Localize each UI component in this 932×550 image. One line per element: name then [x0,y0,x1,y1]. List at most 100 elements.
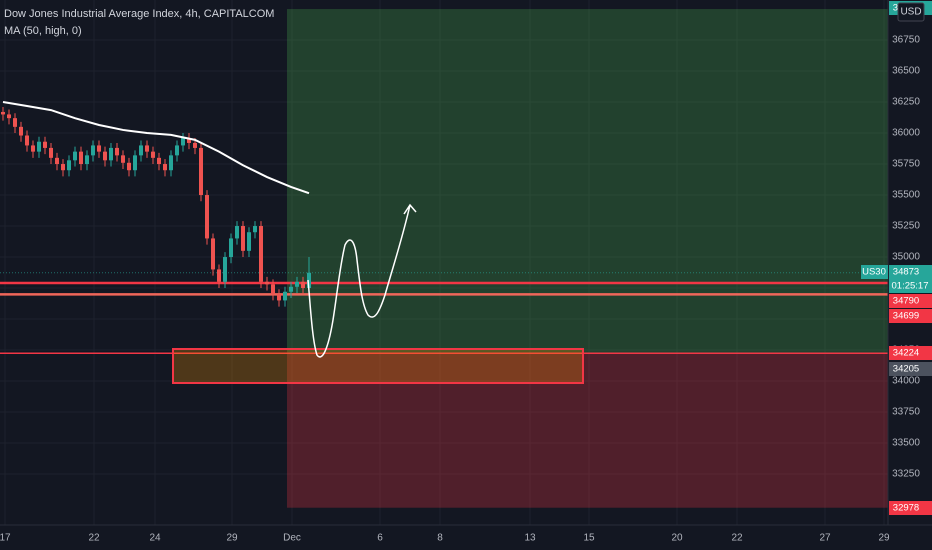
y-tick-label: 35000 [892,252,920,263]
candle-body [139,145,143,156]
x-tick-label: 6 [377,533,383,544]
x-tick-label: 27 [819,533,831,544]
y-tick-label: 33250 [892,469,920,480]
candle-body [211,238,215,270]
candle-body [13,118,17,127]
candle-body [235,226,239,239]
hand-drawing [307,203,417,358]
price-tag-label: 34790 [893,296,919,307]
candle-body [247,232,251,251]
candle-body [127,162,131,171]
candle-body [19,126,23,136]
y-tick-label: 36000 [892,128,920,139]
x-tick-label: 15 [583,533,595,544]
candle-body [25,135,29,146]
candle-body [73,151,77,161]
x-tick-label: 8 [437,533,443,544]
x-tick-label: 29 [878,533,890,544]
candle-body [31,145,35,152]
price-tag [889,501,932,515]
ma-line [2,101,310,195]
candle-body [301,281,305,289]
y-tick-label: 36250 [892,97,920,108]
price-tag [889,294,932,308]
candle-body [91,145,95,156]
candle-body [1,111,5,115]
candle-body [223,257,227,282]
candle-body [289,286,293,292]
price-tag-label: 34224 [893,348,919,359]
last-price-tag [889,265,932,293]
price-tag-label: 34699 [893,311,919,322]
candle-body [121,155,125,163]
candle-body [61,164,65,171]
candle-body [157,157,161,165]
stop-zone [287,353,888,508]
candle-body [193,142,197,148]
candle-body [307,272,311,289]
x-tick-label: 22 [731,533,743,544]
candle-body [79,151,83,165]
price-tag [889,362,932,376]
candle-body [259,226,263,282]
last-price-label: 34873 [893,267,919,278]
candle-body [175,145,179,156]
drawn-rectangle [172,348,584,384]
y-tick-label: 36500 [892,66,920,77]
candle-body [145,145,149,152]
y-tick-label: 36750 [892,35,920,46]
candle-body [109,147,113,161]
candle-body [265,281,269,285]
y-tick-label: 35250 [892,221,920,232]
countdown-label: 01:25:17 [892,281,929,292]
candle-body [229,238,233,258]
x-tick-label: 22 [88,533,100,544]
candle-body [37,141,41,152]
price-tag-label: 34205 [893,364,919,375]
y-tick-label: 35750 [892,159,920,170]
x-tick-label: 17 [0,533,11,544]
y-tick-label: 33750 [892,407,920,418]
candle-body [205,195,209,239]
candle-body [97,145,101,152]
price-tag [889,309,932,323]
currency-button [897,2,925,22]
candle-body [241,226,245,251]
y-tick-label: 33500 [892,438,920,449]
candle-body [163,164,167,171]
candle-body [55,157,59,165]
symbol-tag [861,265,888,279]
plot-area [0,0,888,525]
candle-body [151,151,155,158]
y-tick-label: 34000 [892,376,920,387]
candle-body [67,160,71,171]
candle-body [85,155,89,165]
indicator-label: MA (50, high, 0) [4,25,82,37]
target-zone [287,9,888,354]
candle-body [133,155,137,171]
candle-body [49,147,53,158]
candle-body [277,294,281,301]
x-tick-label: 24 [149,533,161,544]
candle-body [181,137,185,146]
x-tick-label: Dec [283,533,301,544]
chart-title: Dow Jones Industrial Average Index, 4h, … [4,8,274,20]
candle-body [295,281,299,287]
candle-body [103,151,107,161]
candle-body [271,284,275,295]
x-tick-label: 20 [671,533,683,544]
candle-body [115,147,119,156]
candle-body [253,226,257,233]
candle-body [199,147,203,196]
y-tick-label: 35500 [892,190,920,201]
price-tag-label: 32978 [893,503,919,514]
candle-body [217,269,221,282]
candle-body [187,137,191,143]
candle-body [43,141,47,148]
price-tag [889,346,932,360]
symbol-label: US30 [862,267,886,278]
x-tick-label: 13 [524,533,536,544]
x-tick-label: 29 [226,533,238,544]
